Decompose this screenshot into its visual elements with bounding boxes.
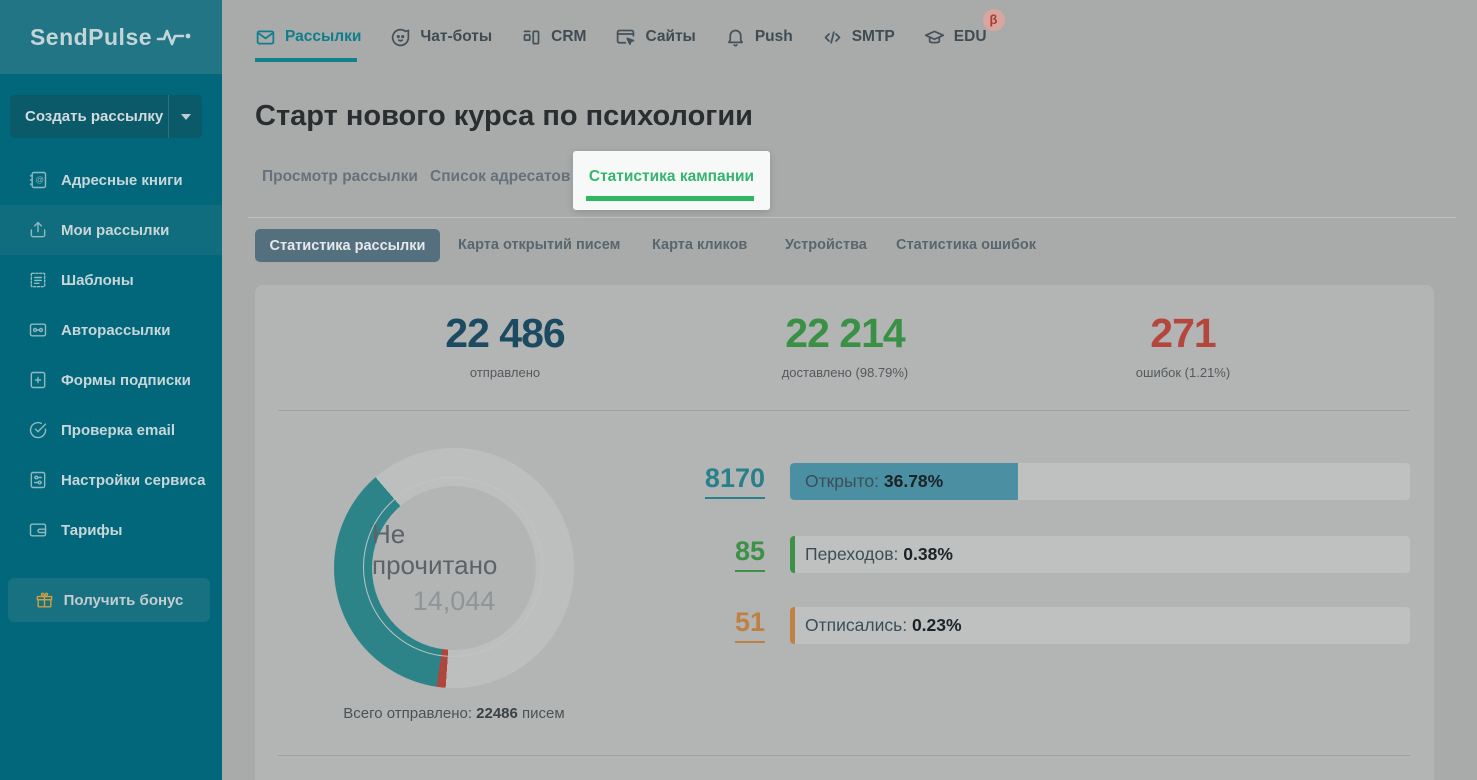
sidebar-item-address-books[interactable]: @ Адресные книги [0,155,222,205]
tab-recipients-list[interactable]: Список адресатов [430,168,571,185]
templates-icon [30,272,46,288]
code-icon [824,30,841,44]
row-bar-fill-2 [790,607,795,644]
nav-item-websites[interactable]: Сайты [615,27,696,48]
row-bar-fill-1 [790,536,795,573]
chat-bot-icon [392,28,410,46]
wallet-icon [29,523,47,537]
main-content: Старт нового курса по психологии Просмот… [222,74,1477,780]
donut-chart: Не прочитано 14,044 [334,448,574,688]
donut-center: Не прочитано 14,044 [372,486,536,650]
nav-item-push[interactable]: Push [725,27,793,48]
subtab-devices[interactable]: Устройства [785,237,867,253]
sidebar-item-my-campaigns[interactable]: Мои рассылки [0,205,222,255]
sidebar: SendPulse Создать рассылку @ Адресные кн… [0,0,222,780]
clicks-bar-text: Переходов: 0.38% [805,544,953,564]
subtab-opens-map[interactable]: Карта открытий писем [458,237,621,253]
card-divider-bottom [278,755,1410,756]
nav-item-smtp[interactable]: SMTP [822,27,895,48]
unsubscribed-bar-text: Отписались: 0.23% [805,615,962,635]
nav-item-crm[interactable]: CRM [521,27,586,48]
summary-delivered: 22 214 доставлено (98.79%) [695,310,995,380]
create-campaign-button[interactable]: Создать рассылку [10,95,202,138]
logo[interactable]: SendPulse [0,0,222,74]
row-count-0[interactable]: 8170 [655,463,765,499]
graduation-cap-icon [924,30,944,43]
address-book-icon: @ [29,171,47,189]
summary-value-0: 22 486 [445,310,565,356]
envelope-icon [256,30,275,44]
opened-progress-bar: Открыто: 36.78% [790,463,1410,500]
clicks-progress-bar: Переходов: 0.38% [790,536,1410,573]
chevron-down-icon [180,113,191,120]
sidebar-item-service-settings[interactable]: Настройки сервиса [0,455,222,505]
pulse-icon [156,29,191,46]
sliders-icon [30,471,46,489]
opened-bar-text: Открыто: 36.78% [805,471,944,491]
logo-text: SendPulse [29,23,153,50]
sidebar-item-templates[interactable]: Шаблоны [0,255,222,305]
nav-item-chatbots[interactable]: Чат-боты [390,27,492,48]
row-count-1[interactable]: 85 [655,536,765,572]
sidebar-item-email-verification[interactable]: Проверка email [0,405,222,455]
sidebar-menu: @ Адресные книги Мои рассылки Шаблоны Ав… [0,155,222,555]
summary-label-2: ошибок (1.21%) [1135,365,1231,380]
kanban-icon [523,30,540,44]
subtab-campaign-statistics[interactable]: Статистика рассылки [255,229,440,262]
svg-text:@: @ [36,175,44,185]
top-navigation: Рассылки Чат-боты CRM Сайты Push SMTP [222,0,1477,74]
card-divider-top [278,410,1410,411]
donut-center-value: 14,044 [412,586,496,616]
summary-value-2: 271 [1150,310,1216,356]
bell-icon [727,29,743,46]
donut-caption: Всего отправлено: 22486 писем [343,705,565,722]
subtab-clicks-map[interactable]: Карта кликов [652,237,748,253]
row-count-2[interactable]: 51 [655,607,765,643]
unsubscribed-count-link[interactable]: 51 [734,607,765,643]
get-bonus-button[interactable]: Получить бонус [8,578,210,622]
summary-value-1: 22 214 [785,310,905,356]
form-plus-icon [30,371,46,389]
donut-inner-ring [363,477,543,657]
row-bar-fill-0 [790,463,1019,500]
active-nav-underline [255,58,357,62]
tabs-divider [248,217,1456,218]
sidebar-item-automations[interactable]: Авторассылки [0,305,222,355]
gift-icon [36,592,52,608]
summary-sent: 22 486 отправлено [355,310,655,380]
nav-item-campaigns[interactable]: Рассылки [255,27,361,48]
opened-count-link[interactable]: 8170 [704,463,765,499]
sidebar-item-pricing[interactable]: Тарифы [0,505,222,555]
tab-campaign-statistics-highlight[interactable]: Статистика кампании [573,151,770,210]
send-box-icon [30,221,46,238]
page-title: Старт нового курса по психологии [255,100,754,132]
statistics-card: 22 486 отправлено 22 214 доставлено (98.… [255,285,1434,780]
check-circle-icon [29,421,47,439]
website-cursor-icon [617,29,635,45]
summary-label-1: доставлено (98.79%) [781,365,909,380]
nav-item-edu[interactable]: EDU β [924,8,1005,48]
subtab-error-statistics[interactable]: Статистика ошибок [896,237,1037,253]
create-campaign-dropdown[interactable] [168,95,202,138]
tab-campaign-statistics[interactable]: Статистика кампании [588,168,755,185]
sidebar-item-subscription-forms[interactable]: Формы подписки [0,355,222,405]
summary-label-0: отправлено [469,365,541,380]
create-campaign-label: Создать рассылку [25,108,164,125]
clicks-count-link[interactable]: 85 [734,536,765,572]
beta-badge: β [982,8,1005,31]
active-tab-underline [586,196,754,201]
donut-caption-total: 22486 [476,705,518,722]
donut-center-label: Не прочитано [372,519,498,580]
summary-errors: 271 ошибок (1.21%) [1033,310,1333,380]
unsubscribed-progress-bar: Отписались: 0.23% [790,607,1410,644]
automation-icon [29,323,47,337]
tab-campaign-preview[interactable]: Просмотр рассылки [262,168,418,185]
